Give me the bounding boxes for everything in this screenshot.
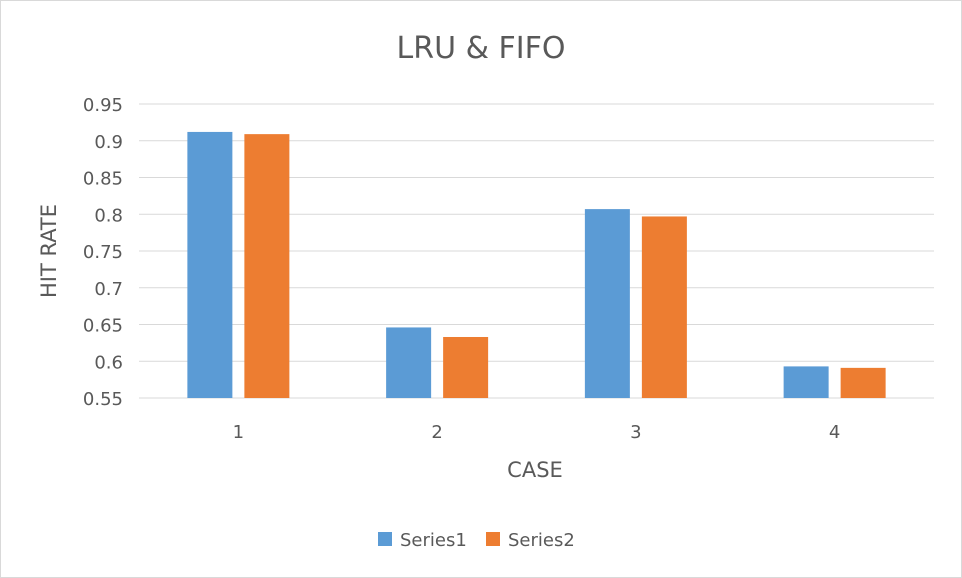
x-tick-label: 3 [630,422,641,443]
y-tick-label: 0.85 [83,169,123,190]
y-tick-label: 0.75 [83,242,123,263]
x-axis-title: CASE [507,458,563,482]
bar-series1-case-1 [187,131,233,398]
x-tick-label: 4 [829,422,840,443]
y-tick-label: 0.8 [94,205,123,226]
legend-label: Series1 [400,530,467,551]
x-tick-label: 2 [431,422,442,443]
y-tick-label: 0.9 [94,132,123,153]
y-tick-label: 0.95 [83,95,123,116]
y-axis-title: HIT RATE [37,204,61,298]
bar-series1-case-3 [584,209,630,398]
bar-series1-case-4 [783,366,829,398]
legend-swatch [378,532,392,546]
bar-series2-case-1 [244,134,290,398]
y-tick-label: 0.55 [83,389,123,410]
chart-title: LRU & FIFO [397,31,566,66]
legend-label: Series2 [508,530,575,551]
bars [187,131,886,398]
y-tick-label: 0.6 [94,352,123,373]
y-axis-ticks: 0.55 0.6 0.65 0.7 0.75 0.8 0.85 0.9 0.95 [83,95,123,410]
bar-series2-case-3 [641,216,687,398]
x-axis-ticks: 1 2 3 4 [233,422,841,443]
y-tick-label: 0.65 [83,316,123,337]
bar-series2-case-2 [443,336,489,398]
bar-series2-case-4 [840,367,886,398]
bar-series1-case-2 [386,327,432,398]
x-tick-label: 1 [233,422,244,443]
y-tick-label: 0.7 [94,279,123,300]
legend-swatch [486,532,500,546]
legend: Series1 Series2 [378,530,575,551]
